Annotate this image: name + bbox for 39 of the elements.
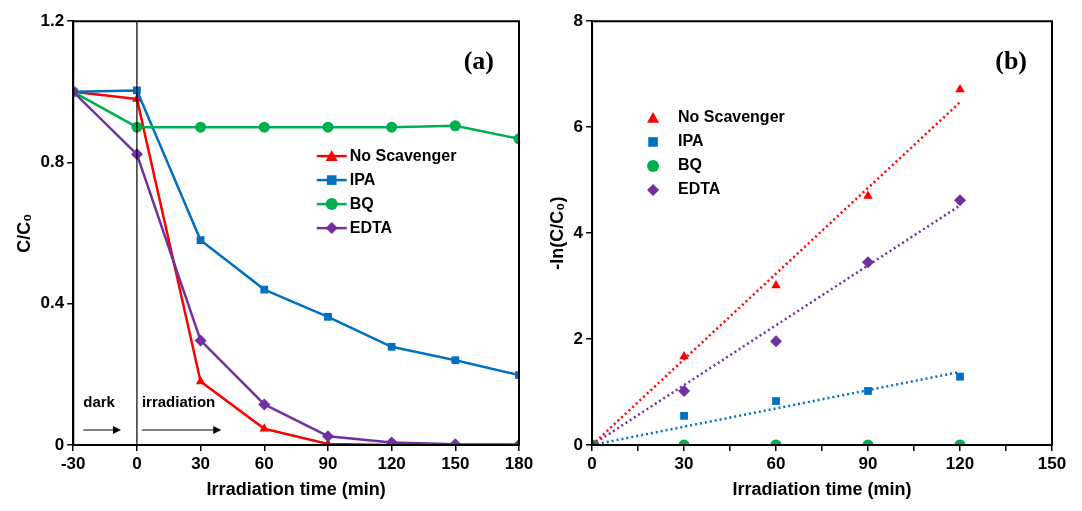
x-tick-label: 90 xyxy=(318,453,338,473)
y-tick-label: 6 xyxy=(573,116,584,136)
y-axis-title: C/C₀ xyxy=(13,213,34,253)
annotation: irradiation xyxy=(141,392,216,410)
x-tick-label: 30 xyxy=(674,453,694,473)
y-axis-title: -ln(C/C₀) xyxy=(546,196,567,270)
x-tick-label: 0 xyxy=(587,453,597,473)
x-tick-label: 60 xyxy=(766,453,786,473)
y-tick-label: 1.2 xyxy=(40,10,65,30)
x-axis-title: Irradiation time (min) xyxy=(206,479,386,500)
legend-label: BQ xyxy=(678,156,703,174)
x-tick-label: 150 xyxy=(1037,453,1067,473)
legend-label: No Scavenger xyxy=(349,146,457,164)
x-tick-label: 150 xyxy=(441,453,470,473)
y-tick-label: 0.8 xyxy=(40,152,65,172)
x-tick-label: -30 xyxy=(60,453,86,473)
y-tick-label: 4 xyxy=(573,222,584,242)
y-tick-label: 8 xyxy=(573,10,584,30)
annotation: (a) xyxy=(463,45,494,75)
x-tick-label: 120 xyxy=(945,453,975,473)
legend-label: No Scavenger xyxy=(678,108,785,126)
x-tick-label: 0 xyxy=(132,453,142,473)
legend-label: EDTA xyxy=(349,218,393,236)
x-tick-label: 180 xyxy=(504,453,534,473)
x-tick-label: 60 xyxy=(254,453,274,473)
y-tick-label: 0 xyxy=(573,434,584,454)
legend-label: IPA xyxy=(678,132,704,150)
x-tick-label: 120 xyxy=(377,453,406,473)
legend-label: BQ xyxy=(349,194,374,212)
legend-label: IPA xyxy=(349,170,376,188)
legend-label: EDTA xyxy=(678,180,721,198)
y-tick-label: 2 xyxy=(573,328,584,348)
annotation: (b) xyxy=(995,45,1027,75)
x-axis-title: Irradiation time (min) xyxy=(732,479,912,500)
x-tick-label: 90 xyxy=(858,453,878,473)
y-tick-label: 0 xyxy=(54,434,65,454)
annotation: dark xyxy=(83,392,116,410)
x-tick-label: 30 xyxy=(191,453,211,473)
y-tick-label: 0.4 xyxy=(40,293,65,313)
